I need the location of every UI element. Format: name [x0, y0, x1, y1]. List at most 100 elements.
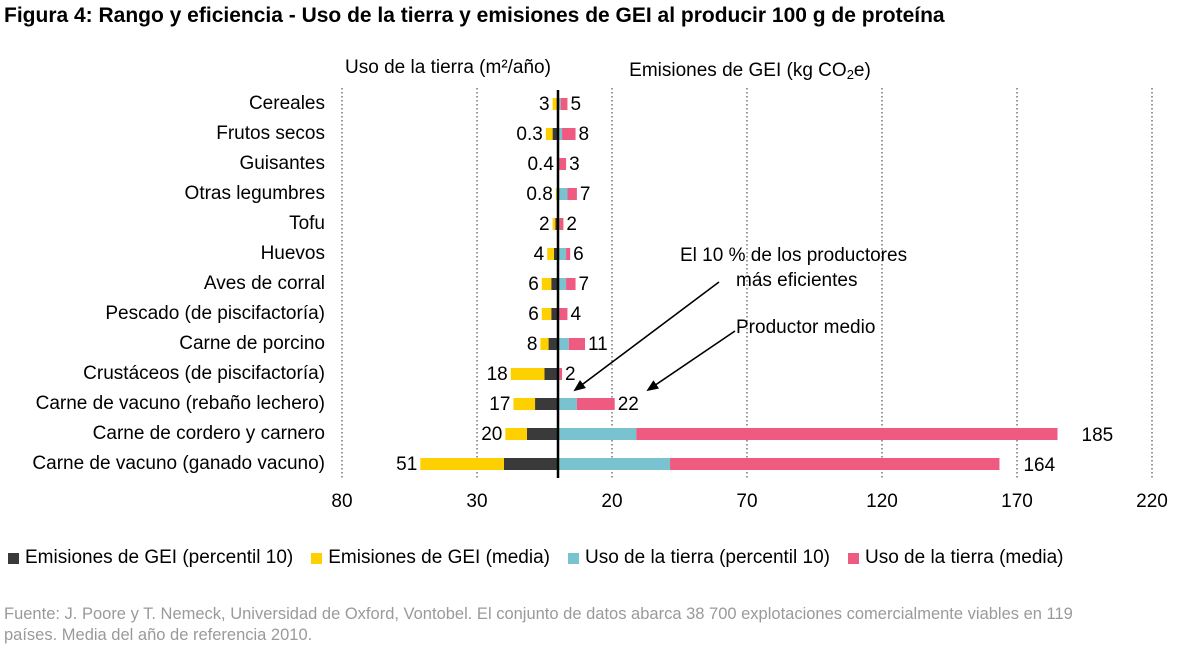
- bar-land-p10: [558, 278, 567, 290]
- category-label: Carne de vacuno (ganado vacuno): [32, 453, 325, 474]
- bar-ghg-p10: [504, 458, 558, 470]
- data-label-left: 6: [528, 304, 539, 325]
- data-label-right: 8: [579, 124, 590, 145]
- data-label-right: 4: [570, 304, 581, 325]
- tick-label: 170: [1001, 491, 1033, 512]
- tick-label: 220: [1136, 491, 1168, 512]
- bar-ghg-p10: [544, 368, 558, 380]
- legend-item-ghg-mean: Emisiones de GEI (media): [311, 547, 550, 569]
- bar-ghg-p10: [526, 428, 558, 440]
- data-label-left: 4: [534, 244, 545, 265]
- category-label: Huevos: [261, 243, 325, 264]
- data-label-left: 0.3: [516, 124, 542, 145]
- legend-label-land-p10: Uso de la tierra (percentil 10): [584, 547, 830, 568]
- annotation-efficient-producers-line2: más eficientes: [736, 270, 857, 291]
- data-label-left: 2: [539, 214, 550, 235]
- category-label: Pescado (de piscifactoría): [105, 303, 325, 324]
- data-label-left: 17: [489, 394, 510, 415]
- tick-label: 80: [331, 491, 352, 512]
- data-label-left: 18: [487, 364, 508, 385]
- bar-ghg-mean: [541, 278, 552, 290]
- data-label-left: 8: [527, 334, 538, 355]
- bar-ghg-p10: [553, 248, 558, 260]
- bar-land-mean: [566, 248, 571, 260]
- bar-land-p10: [558, 428, 637, 440]
- bar-land-mean: [559, 158, 567, 170]
- bar-land-p10: [558, 458, 671, 470]
- bar-land-mean: [559, 308, 568, 320]
- bar-land-mean: [559, 368, 563, 380]
- data-label-right: 2: [566, 214, 577, 235]
- legend-swatch-land-p10: [567, 552, 579, 564]
- category-label: Carne de vacuno (rebaño lechero): [36, 393, 325, 414]
- legend-item-land-p10: Uso de la tierra (percentil 10): [567, 547, 830, 569]
- bar-land-mean: [559, 218, 564, 230]
- bar-ghg-mean: [547, 248, 554, 260]
- data-label-left: 20: [481, 424, 502, 445]
- data-label-right: 7: [579, 274, 590, 295]
- bar-ghg-p10: [555, 218, 558, 230]
- category-label: Frutos secos: [216, 123, 325, 144]
- data-label-right: 3: [569, 154, 580, 175]
- legend-item-ghg-p10: Emisiones de GEI (percentil 10): [8, 547, 293, 569]
- legend-label-land-mean: Uso de la tierra (media): [864, 547, 1064, 568]
- data-label-left: 3: [539, 94, 550, 115]
- data-label-right: 5: [570, 94, 581, 115]
- data-label-left: 6: [528, 274, 539, 295]
- data-label-right: 22: [618, 394, 639, 415]
- bar-land-p10: [558, 98, 561, 110]
- bar-land-mean: [670, 458, 1000, 470]
- bar-land-p10: [558, 188, 568, 200]
- tick-label: 120: [866, 491, 898, 512]
- bar-land-mean: [562, 128, 576, 140]
- legend-swatch-ghg-mean: [311, 552, 323, 564]
- bar-ghg-mean: [540, 338, 549, 350]
- bar-ghg-p10: [548, 338, 558, 350]
- source-note: Fuente: J. Poore y T. Nemeck, Universida…: [4, 605, 1073, 644]
- bar-land-p10: [558, 398, 577, 410]
- legend-swatch-ghg-p10: [8, 552, 19, 564]
- category-label: Cereales: [249, 93, 325, 114]
- bar-land-p10: [558, 338, 569, 350]
- bar-land-p10: [558, 248, 567, 260]
- annotation-efficient-producers-line1: El 10 % de los productores: [680, 245, 907, 266]
- bar-ghg-p10: [535, 398, 558, 410]
- bar-land-mean: [576, 398, 615, 410]
- bar-land-mean: [567, 188, 577, 200]
- category-label: Crustáceos (de piscifactoría): [83, 363, 325, 384]
- data-label-right: 164: [1023, 455, 1055, 476]
- bar-ghg-p10: [551, 308, 558, 320]
- bar-ghg-p10: [551, 278, 558, 290]
- category-label: Carne de cordero y carnero: [93, 423, 325, 444]
- bar-ghg-mean: [513, 398, 536, 410]
- data-label-right: 6: [573, 244, 584, 265]
- annotation-average-producer: Productor medio: [736, 317, 875, 338]
- right-axis-label: Emisiones de GEI (kg CO2e): [629, 60, 871, 82]
- legend-swatch-land-mean: [847, 552, 859, 564]
- bar-ghg-mean: [545, 128, 553, 140]
- tick-label: 70: [736, 491, 757, 512]
- data-label-right: 11: [588, 334, 608, 355]
- bar-ghg-mean: [552, 98, 557, 110]
- bar-ghg-mean: [541, 308, 552, 320]
- chart-title: Figura 4: Rango y eficiencia - Uso de la…: [4, 4, 945, 27]
- legend: Emisiones de GEI (percentil 10) Emisione…: [8, 547, 1082, 569]
- bar-land-mean: [568, 338, 585, 350]
- bar-ghg-mean: [510, 368, 545, 380]
- category-label: Otras legumbres: [185, 183, 325, 204]
- legend-item-land-mean: Uso de la tierra (media): [847, 547, 1064, 569]
- bar-land-mean: [560, 98, 568, 110]
- bar-land-mean: [566, 278, 576, 290]
- left-axis-label: Uso de la tierra (m²/año): [345, 57, 551, 78]
- category-label: Carne de porcino: [179, 333, 325, 354]
- bar-ghg-mean: [505, 428, 527, 440]
- bar-land-mean: [636, 428, 1058, 440]
- data-label-left: 0.8: [526, 184, 552, 205]
- tick-label: 20: [601, 491, 622, 512]
- bar-ghg-p10: [552, 128, 558, 140]
- arrow-efficient-producers: [573, 281, 720, 392]
- bar-ghg-mean: [420, 458, 504, 470]
- data-label-right: 2: [565, 364, 576, 385]
- category-label: Tofu: [289, 213, 325, 234]
